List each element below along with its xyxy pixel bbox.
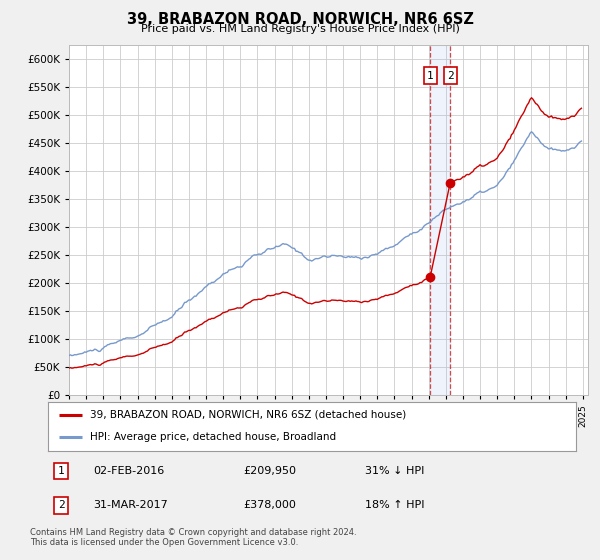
Text: 2: 2 [447,71,454,81]
Text: 39, BRABAZON ROAD, NORWICH, NR6 6SZ: 39, BRABAZON ROAD, NORWICH, NR6 6SZ [127,12,473,27]
Text: Contains HM Land Registry data © Crown copyright and database right 2024.
This d: Contains HM Land Registry data © Crown c… [30,528,356,547]
Bar [430,45,450,395]
Text: 39, BRABAZON ROAD, NORWICH, NR6 6SZ (detached house): 39, BRABAZON ROAD, NORWICH, NR6 6SZ (det… [90,410,406,420]
Text: HPI: Average price, detached house, Broadland: HPI: Average price, detached house, Broa… [90,432,337,442]
Text: £209,950: £209,950 [244,466,296,476]
Text: 1: 1 [427,71,433,81]
Text: 1: 1 [58,466,65,476]
Text: £378,000: £378,000 [244,501,296,511]
Text: 31% ↓ HPI: 31% ↓ HPI [365,466,424,476]
Text: 31-MAR-2017: 31-MAR-2017 [93,501,167,511]
Text: 02-FEB-2016: 02-FEB-2016 [93,466,164,476]
Text: 18% ↑ HPI: 18% ↑ HPI [365,501,424,511]
Text: 2: 2 [58,501,65,511]
Text: Price paid vs. HM Land Registry's House Price Index (HPI): Price paid vs. HM Land Registry's House … [140,24,460,34]
